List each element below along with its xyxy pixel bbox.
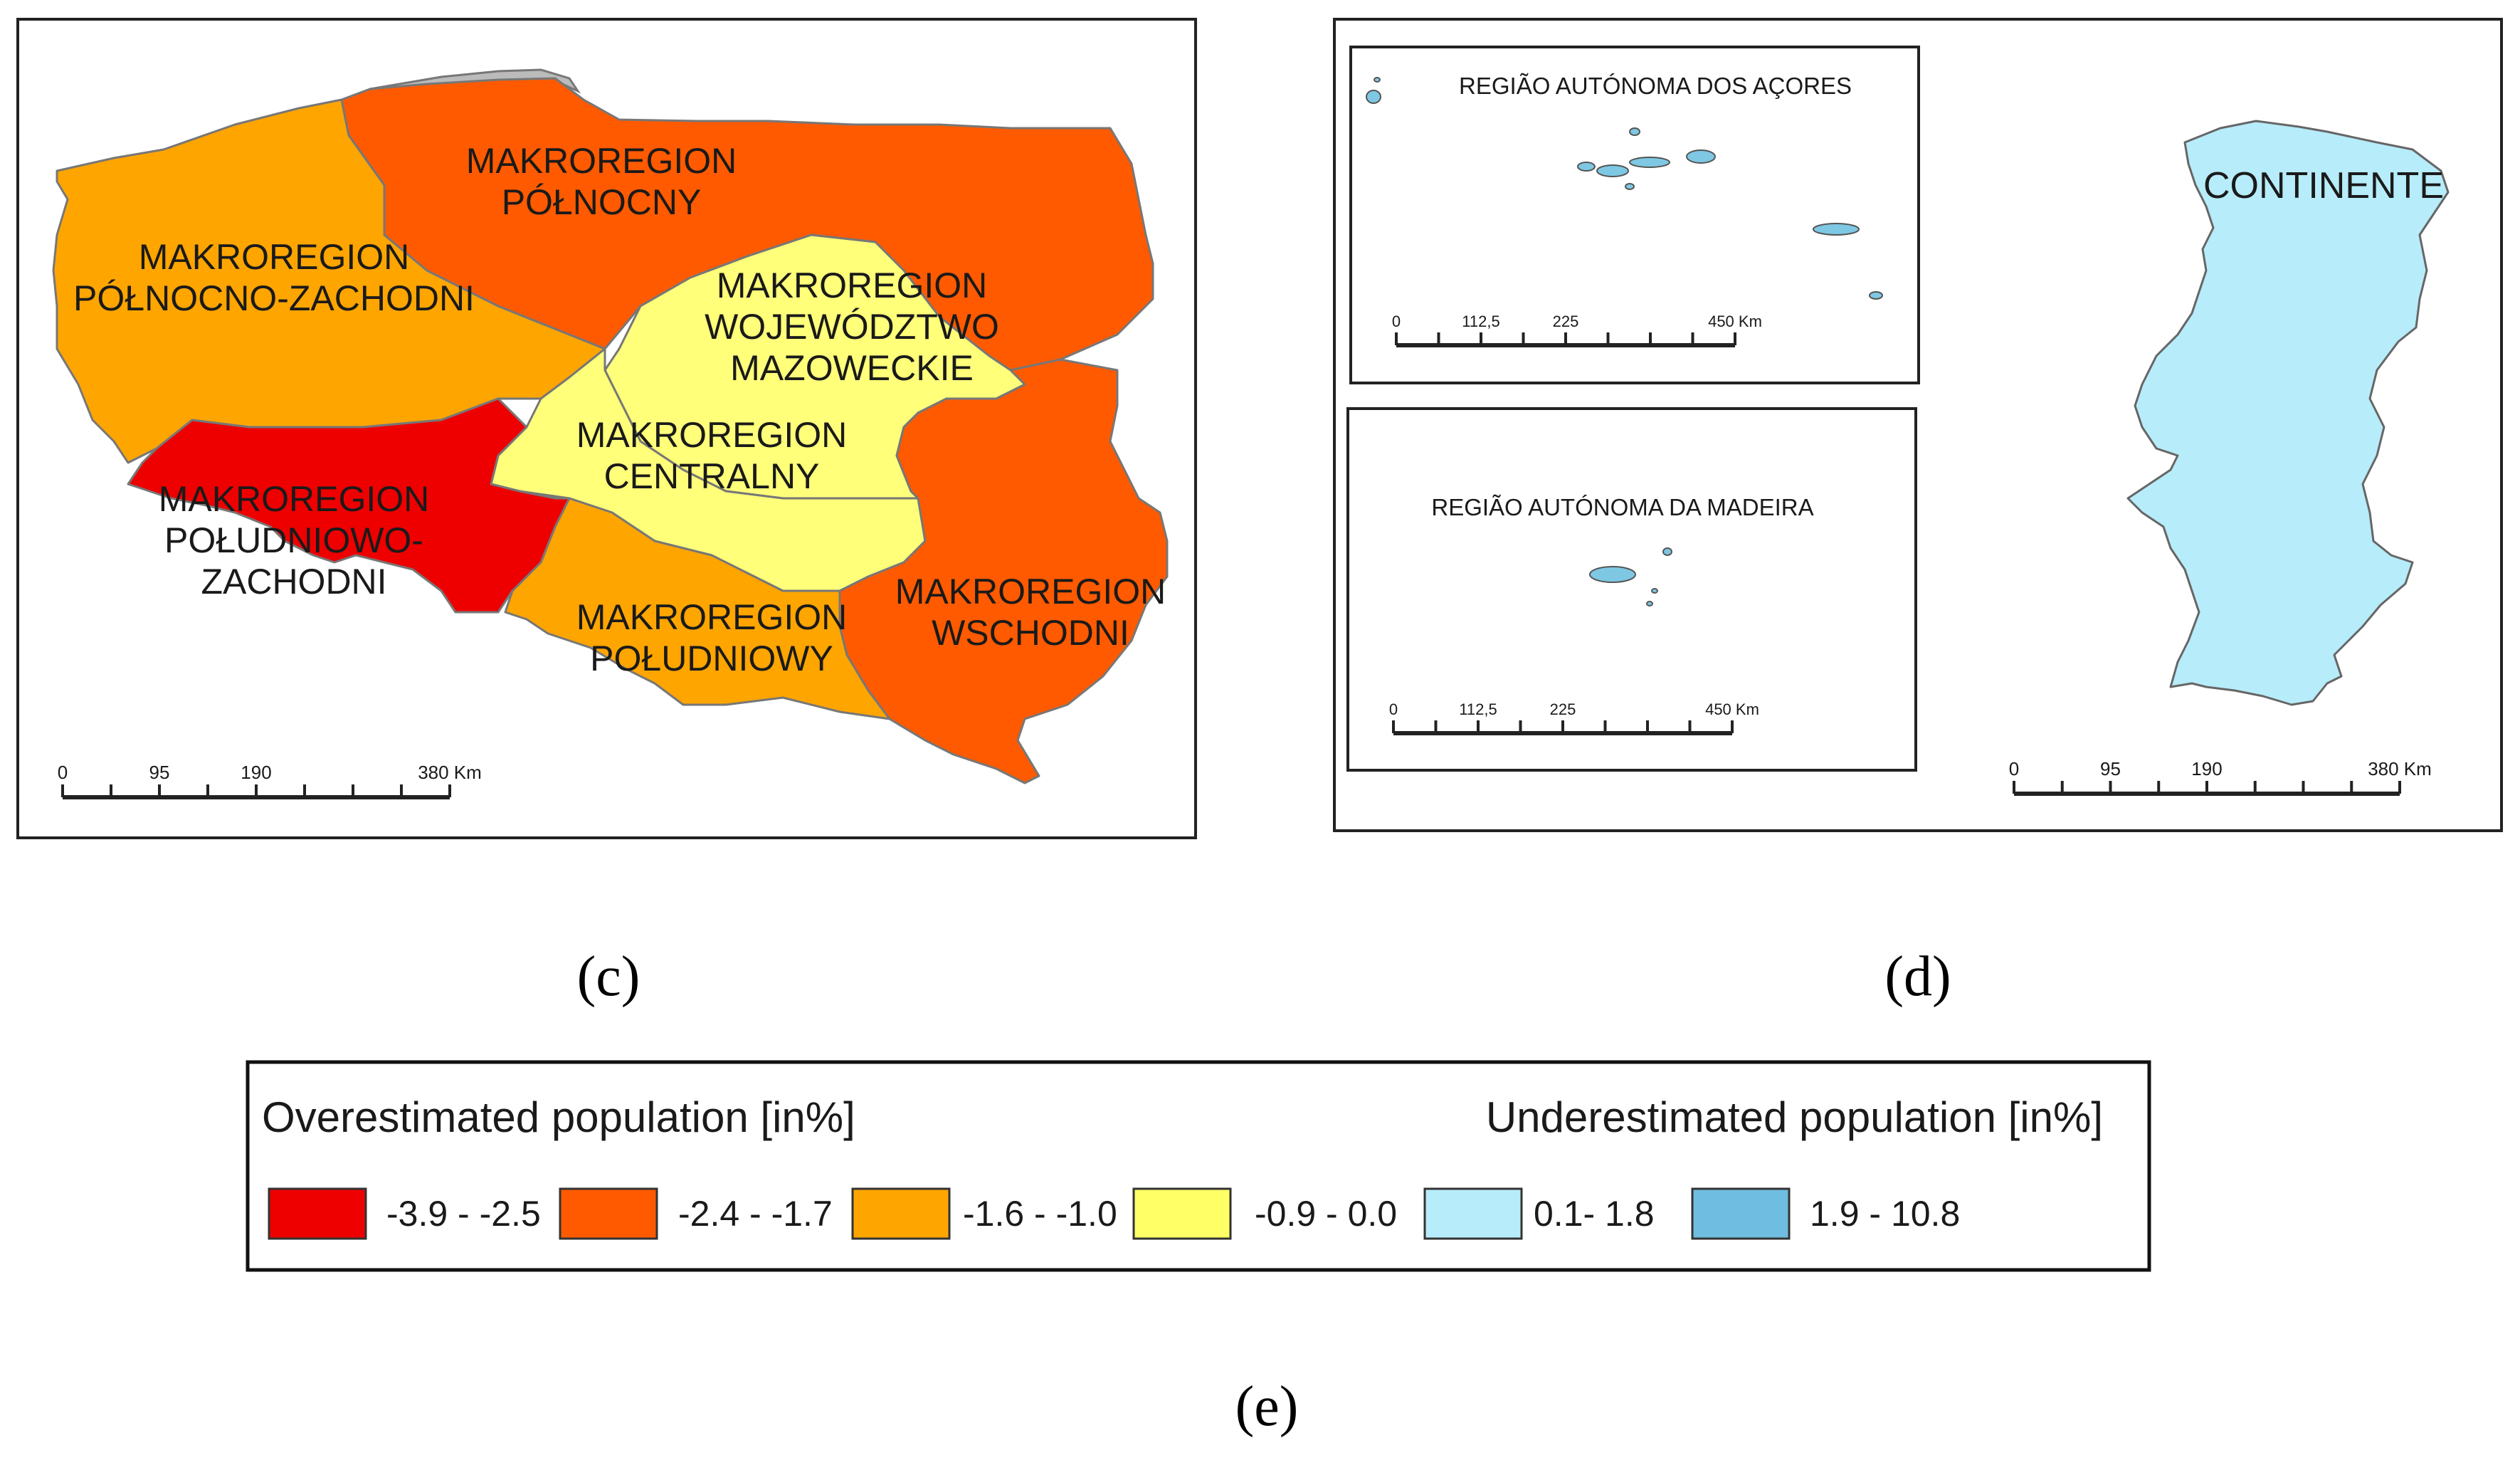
continente-label: CONTINENTE — [2203, 165, 2444, 206]
region-label-pn-zach-line1: PÓŁNOCNO-ZACHODNI — [73, 278, 475, 318]
azores-islands — [1366, 77, 1883, 300]
legend-label: -3.9 - -2.5 — [386, 1194, 541, 1234]
madeira-scale-tick-label: 112,5 — [1459, 700, 1497, 718]
legend-label: 1.9 - 10.8 — [1810, 1194, 1960, 1234]
region-label-pd-line0: MAKROREGION — [576, 597, 848, 637]
region-label-wsch-line0: MAKROREGION — [895, 572, 1166, 611]
azores-scale-tick-label: 450 Km — [1708, 313, 1762, 330]
portugal-scale-tick-label: 190 — [2191, 758, 2222, 779]
region-label-centr-line0: MAKROREGION — [576, 415, 848, 455]
azores-island — [1629, 127, 1640, 136]
azores-island — [1596, 164, 1629, 177]
madeira-islands — [1589, 547, 1672, 606]
region-label-pd-zach-line2: ZACHODNI — [201, 562, 386, 602]
region-poludniowo-zachodni — [127, 397, 571, 614]
madeira-scale-tick-label: 225 — [1550, 700, 1576, 718]
legend-swatch — [851, 1187, 951, 1240]
region-label-pn-line0: MAKROREGION — [466, 141, 737, 181]
azores-scale-tick-label: 112,5 — [1462, 313, 1499, 330]
legend-label: 0.1- 1.8 — [1534, 1194, 1655, 1234]
portugal-scale-tick-label: 380 Km — [2368, 758, 2432, 779]
azores-scale-ticks: 0 112,5 225 450 Km — [1392, 313, 1762, 345]
azores-scale-tick-label: 225 — [1553, 313, 1579, 330]
portugal-scale-tick-label: 95 — [2100, 758, 2121, 779]
region-poludniowy — [504, 497, 891, 720]
madeira-island — [1646, 601, 1653, 606]
poland-scale-tick-label: 380 Km — [418, 762, 482, 783]
region-label-pd-zach-line1: POŁUDNIOWO- — [164, 520, 423, 560]
azores-island — [1577, 162, 1596, 172]
legend-swatch — [559, 1187, 658, 1240]
region-label-pd-zach-line0: MAKROREGION — [159, 479, 430, 519]
azores-scalebar: 0 112,5 225 450 Km — [1392, 313, 1762, 347]
madeira-scale-ticks: 0 112,5 225 450 Km — [1389, 700, 1759, 733]
region-polnocny — [340, 77, 1154, 372]
madeira-island — [1589, 566, 1636, 583]
azores-scale-tick-label: 0 — [1392, 313, 1401, 330]
legend-over-title: Overestimated population [in%] — [262, 1093, 855, 1141]
madeira-scalebar: 0 112,5 225 450 Km — [1389, 700, 1759, 735]
azores-island — [1686, 149, 1716, 164]
caption-c: (c) — [577, 945, 640, 1008]
caption-e: (e) — [1235, 1375, 1299, 1438]
legend-swatch — [1423, 1187, 1523, 1240]
poland-regions — [52, 77, 1169, 784]
poland-scalebar: 0 95 190 380 Km — [58, 762, 482, 799]
region-label-pd-line1: POŁUDNIOWY — [590, 639, 833, 678]
region-label-pn-line1: PÓŁNOCNY — [502, 182, 702, 222]
legend-label: -2.4 - -1.7 — [678, 1194, 833, 1234]
poland-scale-tick-label: 0 — [58, 762, 68, 783]
poland-scale-tick-label: 95 — [149, 762, 170, 783]
madeira-island — [1662, 547, 1672, 556]
madeira-inset-frame — [1346, 407, 1917, 772]
azores-island — [1813, 223, 1860, 236]
region-label-maz-line2: MAZOWECKIE — [730, 348, 974, 388]
region-label-centr-line1: CENTRALNY — [604, 456, 820, 496]
azores-inset-frame — [1349, 46, 1920, 384]
azores-island — [1629, 157, 1670, 168]
legend-label: -0.9 - 0.0 — [1255, 1194, 1397, 1234]
madeira-title: REGIÃO AUTÓNOMA DA MADEIRA — [1431, 494, 1813, 520]
poland-scale-ticks: 0 95 190 380 Km — [58, 762, 482, 797]
continente-shape — [2126, 120, 2450, 706]
poland-scale-tick-label: 190 — [241, 762, 271, 783]
poland-region-labels: MAKROREGIONPÓŁNOCNO-ZACHODNIMAKROREGIONP… — [73, 141, 1166, 678]
azores-island — [1869, 291, 1883, 300]
madeira-scale-tick-label: 450 Km — [1705, 700, 1759, 718]
legend-swatch — [268, 1187, 367, 1240]
azores-title: REGIÃO AUTÓNOMA DOS AÇORES — [1459, 73, 1852, 99]
region-label-maz-line0: MAKROREGION — [717, 266, 988, 305]
legend-swatch — [1132, 1187, 1232, 1240]
azores-island — [1366, 90, 1381, 104]
portugal-scalebar: 0 95 190 380 Km — [2009, 758, 2432, 796]
caption-d: (d) — [1884, 945, 1951, 1008]
legend-label: -1.6 - -1.0 — [963, 1194, 1117, 1234]
madeira-scale-tick-label: 0 — [1389, 700, 1398, 718]
legend-under-title: Underestimated population [in%] — [1486, 1093, 2103, 1141]
region-label-maz-line1: WOJEWÓDZTWO — [705, 307, 999, 347]
region-label-pn-zach-line0: MAKROREGION — [139, 237, 410, 277]
legend-items: -3.9 - -2.5 -2.4 - -1.7 -1.6 - -1.0 -0.9 - … — [268, 1187, 1960, 1240]
madeira-island — [1651, 588, 1658, 594]
legend-swatch — [1691, 1187, 1791, 1240]
azores-island — [1625, 183, 1635, 190]
region-label-wsch-line1: WSCHODNI — [932, 613, 1129, 653]
region-wschodni — [838, 358, 1169, 784]
portugal-scale-ticks: 0 95 190 380 Km — [2009, 758, 2432, 794]
portugal-scale-tick-label: 0 — [2009, 758, 2019, 779]
azores-island — [1374, 77, 1381, 83]
